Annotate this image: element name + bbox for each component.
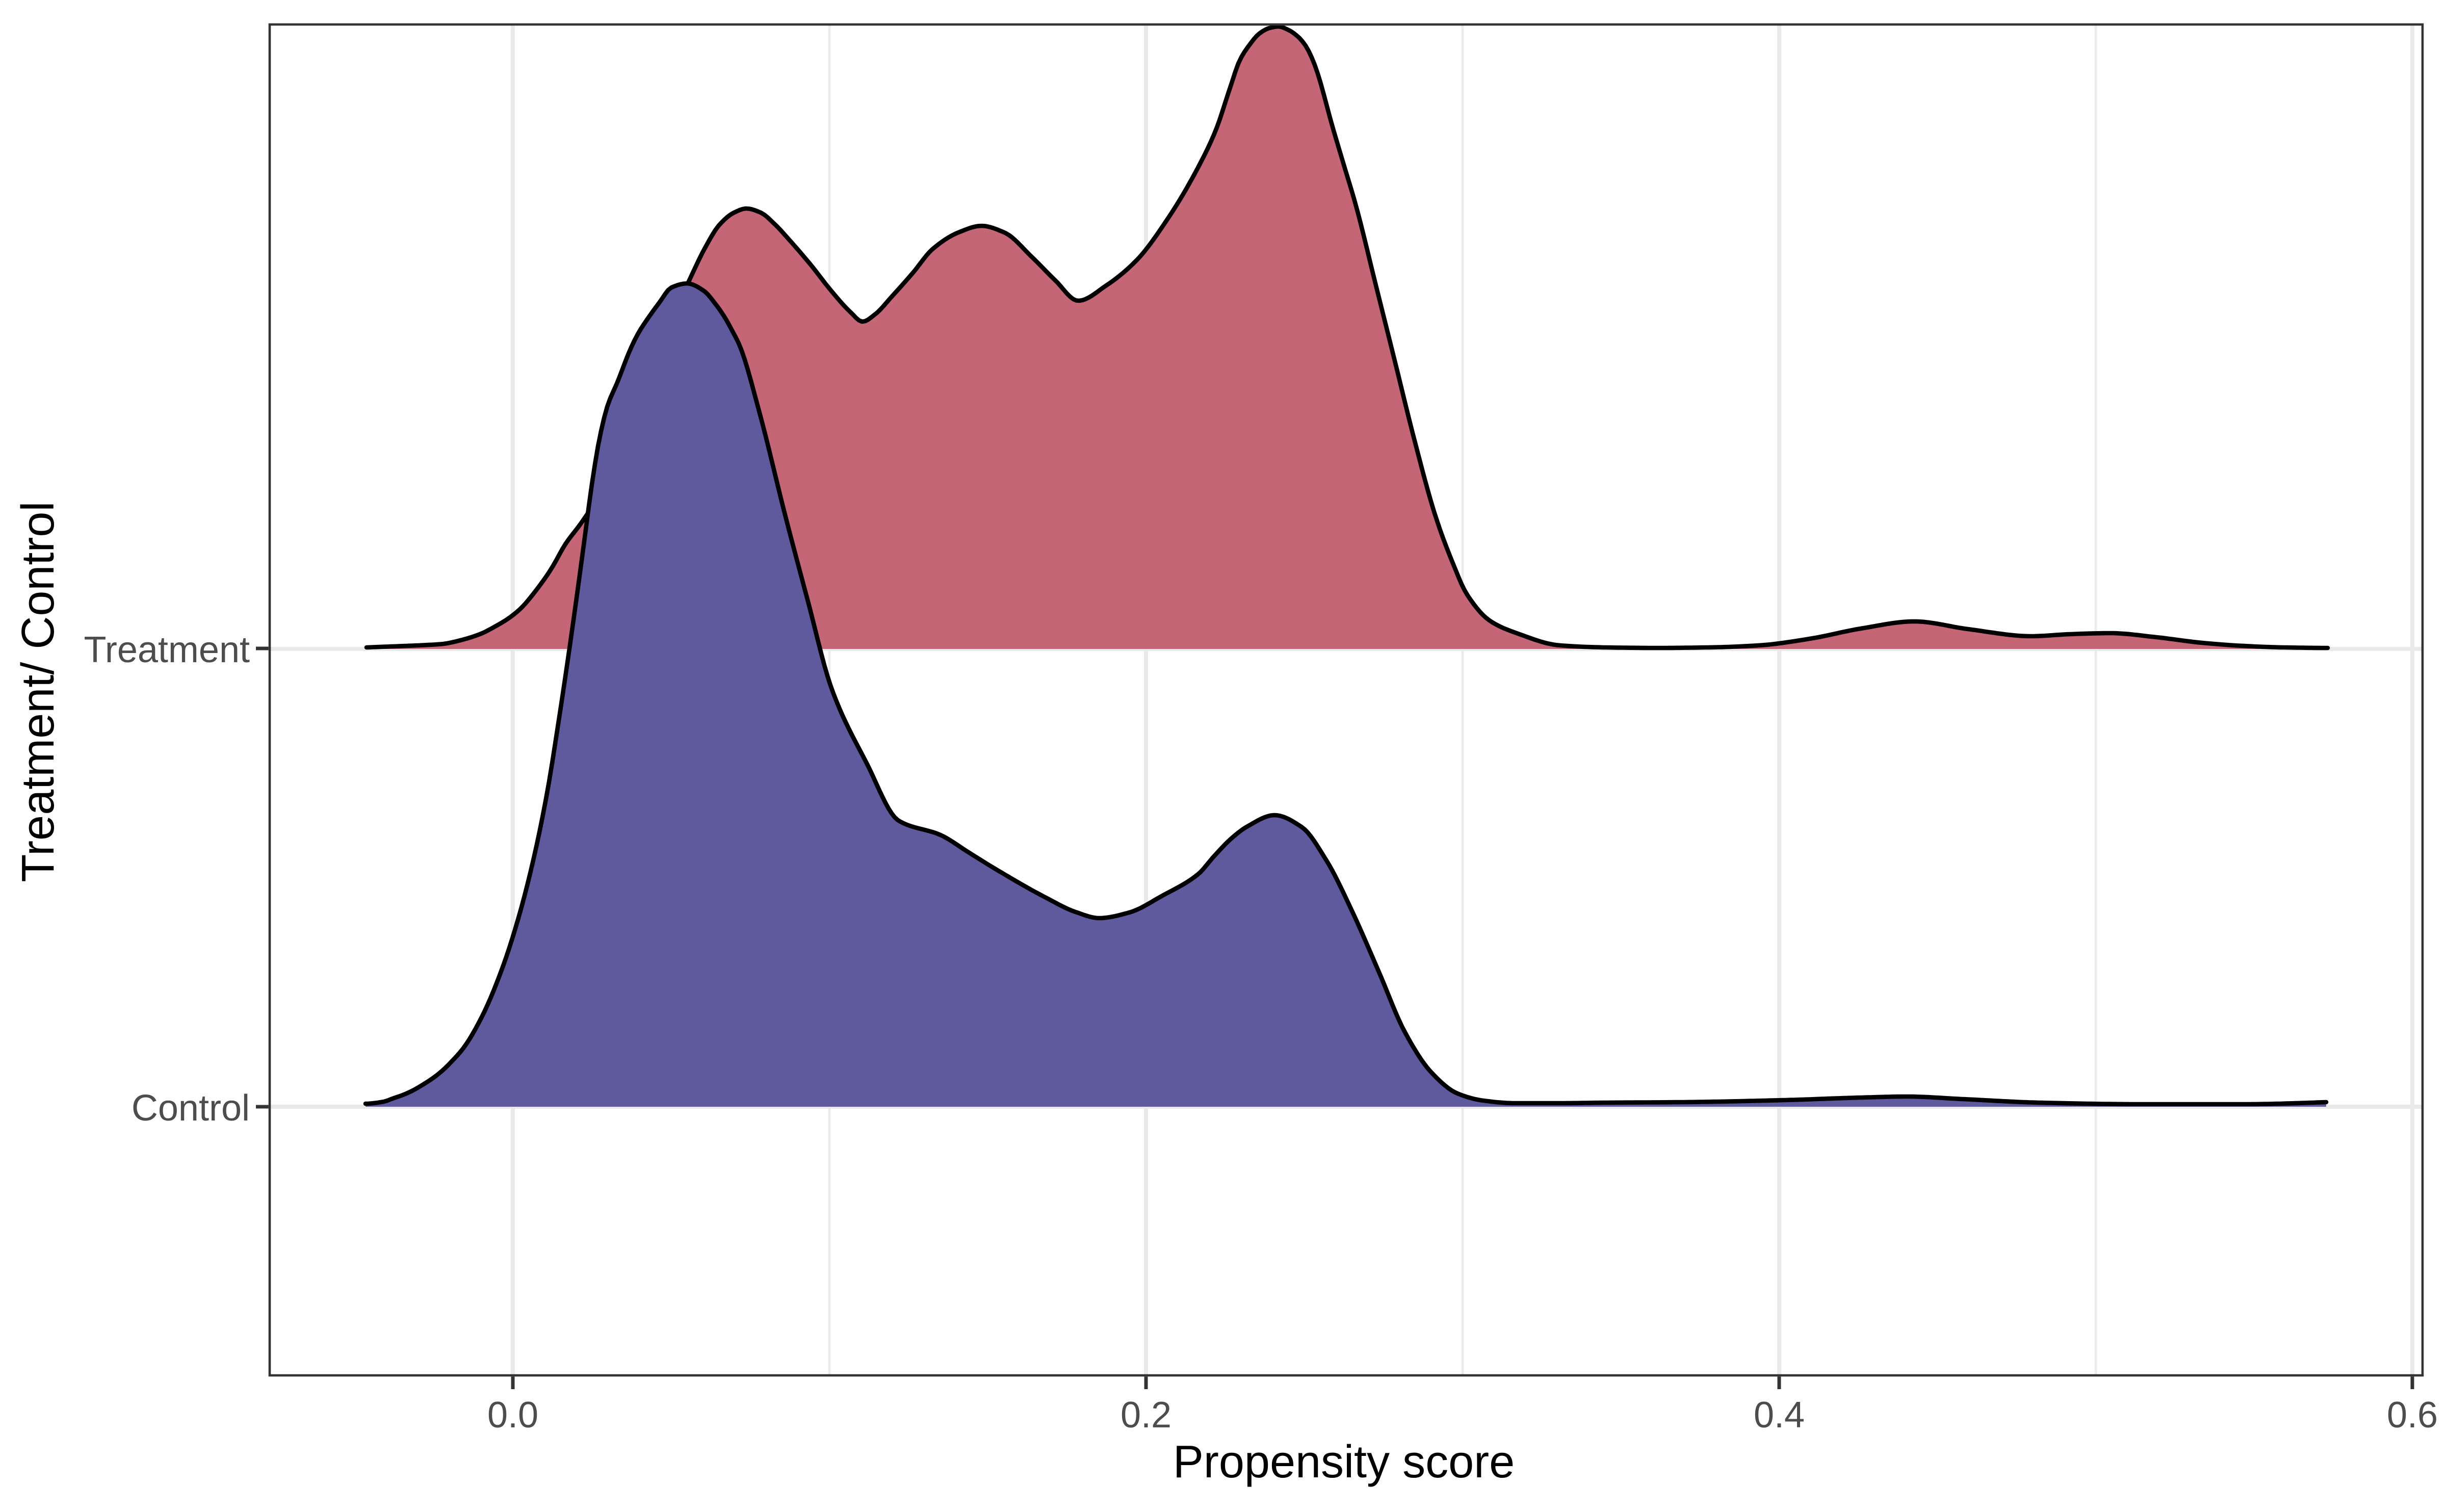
svg-text:Treatment/ Control: Treatment/ Control (13, 502, 64, 882)
svg-text:Treatment: Treatment (84, 630, 250, 670)
svg-text:0.4: 0.4 (1754, 1395, 1805, 1436)
svg-text:0.2: 0.2 (1121, 1395, 1172, 1436)
svg-text:Control: Control (132, 1088, 250, 1129)
svg-text:Propensity score: Propensity score (1173, 1437, 1515, 1488)
svg-text:0.6: 0.6 (2387, 1395, 2438, 1436)
svg-text:0.0: 0.0 (487, 1395, 538, 1436)
